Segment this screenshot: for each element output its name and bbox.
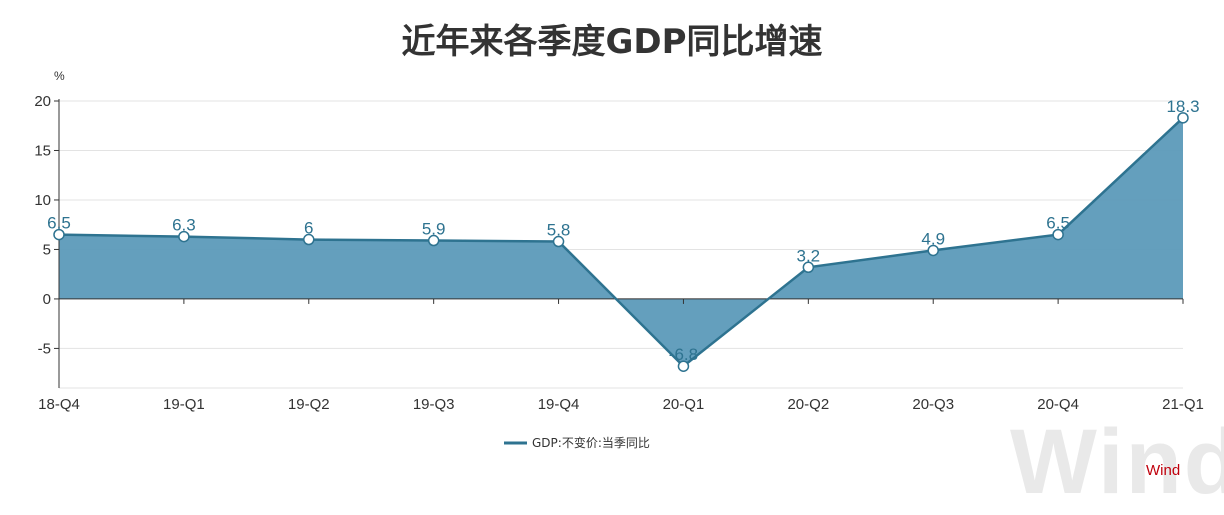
data-point[interactable] — [53, 228, 65, 241]
data-point[interactable] — [303, 233, 315, 246]
y-axis-unit: % — [54, 69, 65, 83]
data-label: 4.9 — [921, 229, 945, 248]
data-label: 6.5 — [1046, 214, 1070, 233]
y-tick-label: 0 — [43, 291, 51, 308]
series-area — [59, 117, 1183, 367]
y-tick-label: -5 — [38, 340, 51, 357]
data-point[interactable] — [927, 244, 939, 257]
x-tick-label: 21-Q1 — [1162, 396, 1204, 413]
data-point[interactable] — [1052, 228, 1064, 241]
legend[interactable]: GDP:不变价:当季同比 — [504, 435, 650, 450]
x-tick-label: 19-Q1 — [163, 396, 205, 413]
data-label: 5.8 — [547, 221, 571, 240]
data-label: 18.3 — [1166, 97, 1199, 116]
chart-title: 近年来各季度GDP同比增速 — [401, 22, 823, 62]
x-tick-label: 19-Q3 — [413, 396, 455, 413]
axes: 20 15 10 5 0 -5 18-Q4 19-Q1 19-Q2 19-Q3 19-Q4 20-Q1… — [34, 93, 1204, 413]
data-point[interactable] — [677, 360, 690, 372]
chart-area: 20 15 10 5 0 -5 18-Q4 19-Q1 19-Q2 19-Q3 19-Q4 20-Q1… — [34, 69, 1204, 450]
data-point[interactable] — [427, 234, 440, 247]
brand-label: Wind — [1146, 462, 1181, 479]
wind-watermark: Wind — [1010, 411, 1224, 513]
y-tick-label: 10 — [34, 192, 51, 209]
x-tick-label: 19-Q2 — [288, 396, 330, 413]
x-tick-label: 20-Q4 — [1037, 396, 1079, 413]
x-tick-label: 18-Q4 — [38, 396, 80, 413]
data-point[interactable] — [802, 261, 815, 274]
legend-label: GDP:不变价:当季同比 — [532, 435, 650, 450]
data-point[interactable] — [552, 235, 565, 248]
x-tick-label: 20-Q2 — [787, 396, 829, 413]
data-label: 6.3 — [172, 216, 196, 235]
data-points — [53, 112, 1189, 372]
x-tick-label: 20-Q3 — [912, 396, 954, 413]
data-point[interactable] — [178, 230, 190, 243]
y-tick-label: 5 — [43, 241, 51, 258]
data-label: 6 — [304, 219, 313, 238]
x-tick-label: 19-Q4 — [538, 396, 580, 413]
x-tick-label: 20-Q1 — [663, 396, 705, 413]
data-label: 6.5 — [47, 214, 71, 233]
data-label: 3.2 — [797, 246, 821, 265]
y-tick-label: 20 — [34, 93, 51, 110]
data-label: 5.9 — [422, 220, 446, 239]
y-tick-label: 15 — [34, 142, 51, 159]
series-line — [58, 116, 1184, 368]
data-labels: 6.5 6.3 6 5.9 5.8 -6.8 3.2 4.9 6.5 18.3 — [47, 97, 1199, 364]
data-label: -6.8 — [669, 345, 698, 364]
data-point[interactable] — [1177, 112, 1189, 124]
